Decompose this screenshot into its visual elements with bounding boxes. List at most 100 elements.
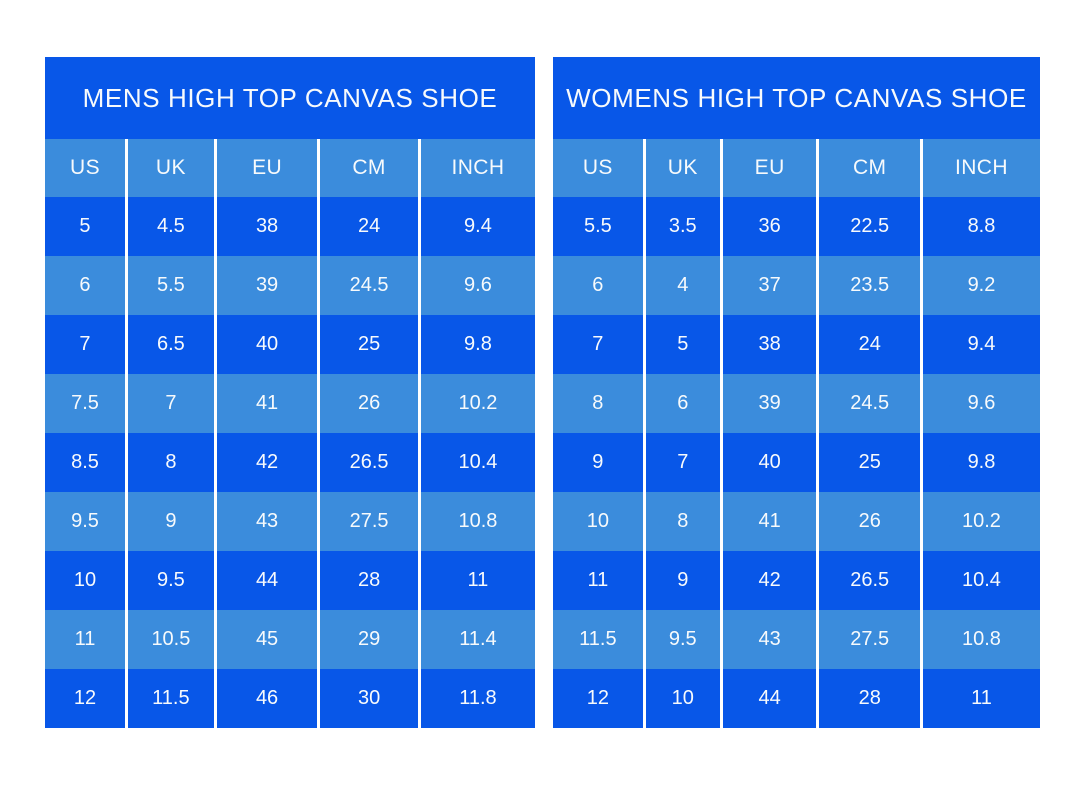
size-cell: 26: [819, 492, 920, 551]
size-cell: 27.5: [320, 492, 418, 551]
size-cell: 26.5: [320, 433, 418, 492]
size-cell: 9: [553, 433, 643, 492]
size-cell: 7: [553, 315, 643, 374]
size-cell: 10.8: [922, 610, 1040, 669]
header-cell-eu: EU: [722, 139, 817, 197]
header-cell-us: US: [553, 139, 643, 197]
size-cell: 9.8: [922, 433, 1040, 492]
size-cell: 39: [722, 374, 817, 433]
table-grid: US UK EU CM INCH 5.5 3.5 36 22.5 8.8 6 4 37 23.5 9.2 7 5…: [553, 139, 1040, 728]
size-cell: 10: [645, 669, 720, 728]
table-title: WOMENS HIGH TOP CANVAS SHOE: [553, 57, 1040, 139]
size-cell: 42: [722, 551, 817, 610]
size-cell: 38: [722, 315, 817, 374]
size-cell: 42: [216, 433, 318, 492]
size-cell: 9.6: [922, 374, 1040, 433]
size-cell: 9.5: [645, 610, 720, 669]
size-cell: 6: [645, 374, 720, 433]
size-cell: 43: [216, 492, 318, 551]
size-cell: 6: [45, 256, 125, 315]
header-cell-us: US: [45, 139, 125, 197]
table-grid: US UK EU CM INCH 5 4.5 38 24 9.4 6 5.5 39 24.5 9.6 7 6.5…: [45, 139, 535, 728]
size-cell: 8.8: [922, 197, 1040, 256]
size-cell: 41: [722, 492, 817, 551]
size-cell: 10: [553, 492, 643, 551]
size-cell: 9.5: [127, 551, 214, 610]
size-cell: 9.4: [420, 197, 535, 256]
size-cell: 9: [645, 551, 720, 610]
size-cell: 46: [216, 669, 318, 728]
size-cell: 24.5: [320, 256, 418, 315]
size-cell: 8: [553, 374, 643, 433]
size-cell: 30: [320, 669, 418, 728]
size-cell: 12: [553, 669, 643, 728]
size-cell: 40: [216, 315, 318, 374]
size-cell: 10.8: [420, 492, 535, 551]
size-cell: 40: [722, 433, 817, 492]
size-cell: 4: [645, 256, 720, 315]
size-cell: 11: [420, 551, 535, 610]
size-cell: 24: [819, 315, 920, 374]
size-cell: 10.5: [127, 610, 214, 669]
size-cell: 7: [645, 433, 720, 492]
size-cell: 27.5: [819, 610, 920, 669]
size-cell: 11.5: [553, 610, 643, 669]
size-cell: 38: [216, 197, 318, 256]
size-cell: 9: [127, 492, 214, 551]
header-cell-inch: INCH: [922, 139, 1040, 197]
size-cell: 37: [722, 256, 817, 315]
size-cell: 43: [722, 610, 817, 669]
size-cell: 9.5: [45, 492, 125, 551]
size-cell: 3.5: [645, 197, 720, 256]
size-cell: 11: [45, 610, 125, 669]
size-cell: 11.8: [420, 669, 535, 728]
size-cell: 6: [553, 256, 643, 315]
mens-size-table: MENS HIGH TOP CANVAS SHOE US UK EU CM INCH 5 4…: [45, 57, 535, 728]
size-cell: 44: [722, 669, 817, 728]
header-cell-inch: INCH: [420, 139, 535, 197]
size-cell: 10: [45, 551, 125, 610]
table-title: MENS HIGH TOP CANVAS SHOE: [45, 57, 535, 139]
size-cell: 26: [320, 374, 418, 433]
size-cell: 28: [819, 669, 920, 728]
header-cell-eu: EU: [216, 139, 318, 197]
header-cell-cm: CM: [819, 139, 920, 197]
size-cell: 44: [216, 551, 318, 610]
size-cell: 5: [45, 197, 125, 256]
size-cell: 41: [216, 374, 318, 433]
size-cell: 11: [553, 551, 643, 610]
size-cell: 24.5: [819, 374, 920, 433]
size-cell: 26.5: [819, 551, 920, 610]
womens-size-table: WOMENS HIGH TOP CANVAS SHOE US UK EU CM INCH…: [553, 57, 1040, 728]
size-cell: 7.5: [45, 374, 125, 433]
header-cell-uk: UK: [645, 139, 720, 197]
size-cell: 10.2: [922, 492, 1040, 551]
size-cell: 29: [320, 610, 418, 669]
size-cell: 10.4: [922, 551, 1040, 610]
size-cell: 8: [127, 433, 214, 492]
size-cell: 5: [645, 315, 720, 374]
size-cell: 45: [216, 610, 318, 669]
size-cell: 5.5: [553, 197, 643, 256]
header-cell-uk: UK: [127, 139, 214, 197]
size-cell: 22.5: [819, 197, 920, 256]
size-cell: 9.4: [922, 315, 1040, 374]
size-cell: 25: [819, 433, 920, 492]
size-cell: 24: [320, 197, 418, 256]
size-cell: 36: [722, 197, 817, 256]
size-cell: 8.5: [45, 433, 125, 492]
size-cell: 6.5: [127, 315, 214, 374]
size-cell: 7: [45, 315, 125, 374]
size-cell: 9.8: [420, 315, 535, 374]
size-cell: 11.5: [127, 669, 214, 728]
size-cell: 28: [320, 551, 418, 610]
header-cell-cm: CM: [320, 139, 418, 197]
size-cell: 25: [320, 315, 418, 374]
size-cell: 8: [645, 492, 720, 551]
size-cell: 23.5: [819, 256, 920, 315]
size-cell: 7: [127, 374, 214, 433]
size-cell: 9.2: [922, 256, 1040, 315]
size-cell: 10.2: [420, 374, 535, 433]
size-cell: 39: [216, 256, 318, 315]
